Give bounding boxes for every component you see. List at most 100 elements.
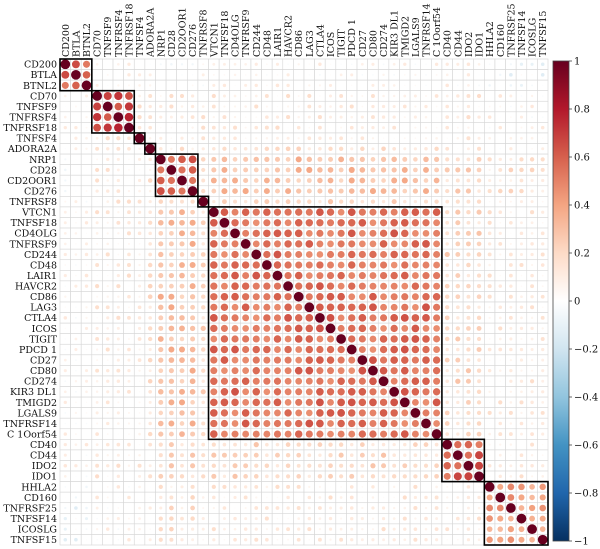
correlation-dot <box>403 62 407 66</box>
correlation-dot <box>541 116 544 118</box>
correlation-dot <box>531 74 533 76</box>
correlation-dot <box>158 420 164 427</box>
correlation-dot <box>284 377 292 385</box>
correlation-dot <box>155 154 166 165</box>
correlation-dot <box>488 136 491 140</box>
correlation-dot <box>477 189 481 193</box>
correlation-dot <box>319 95 321 97</box>
correlation-dot <box>63 274 67 278</box>
correlation-dot <box>116 168 120 172</box>
correlation-dot <box>148 252 153 257</box>
correlation-dot <box>106 263 109 267</box>
correlation-dot <box>465 378 471 384</box>
correlation-dot <box>381 527 386 532</box>
correlation-dot <box>242 388 250 396</box>
correlation-dot <box>499 359 502 361</box>
correlation-dot <box>252 335 260 343</box>
correlation-dot <box>434 167 440 173</box>
correlation-dot <box>360 474 365 479</box>
correlation-dot <box>254 527 258 531</box>
correlation-dot <box>337 367 345 375</box>
correlation-dot <box>390 303 398 311</box>
colorbar-tick-label: 1 <box>574 57 580 68</box>
correlation-dot <box>158 273 164 279</box>
correlation-dot <box>488 84 491 87</box>
correlation-dot <box>64 158 67 161</box>
correlation-dot <box>106 411 109 415</box>
correlation-dot <box>82 60 91 68</box>
correlation-dot <box>106 73 109 76</box>
correlation-dot <box>158 453 163 458</box>
correlation-dot <box>263 271 271 280</box>
correlation-dot <box>539 515 546 522</box>
correlation-dot <box>231 398 239 407</box>
correlation-dot <box>507 526 514 533</box>
column-label: TMIGD2 <box>400 16 411 57</box>
row-label: KIR3 DL1 <box>10 387 57 398</box>
correlation-dot <box>263 188 270 195</box>
correlation-dot <box>316 219 324 227</box>
correlation-dot <box>116 220 121 225</box>
correlation-dot <box>455 252 461 257</box>
correlation-dot <box>520 95 523 97</box>
correlation-dot <box>510 116 512 118</box>
correlation-dot <box>285 188 292 195</box>
correlation-dot <box>348 272 356 280</box>
correlation-dot <box>541 390 545 394</box>
row-label: LGALS9 <box>17 408 57 419</box>
correlation-dot <box>488 126 491 129</box>
correlation-dot <box>284 240 292 248</box>
correlation-dot <box>127 315 131 320</box>
cluster-box <box>91 89 136 134</box>
correlation-dot <box>265 474 269 479</box>
correlation-dot <box>307 527 312 532</box>
correlation-dot <box>134 133 145 144</box>
correlation-dot <box>242 219 250 227</box>
correlation-dot <box>241 419 250 428</box>
correlation-dot <box>424 506 428 510</box>
correlation-dot <box>316 240 324 248</box>
correlation-dot <box>466 178 471 183</box>
correlation-dot <box>180 506 184 510</box>
cluster-box <box>133 132 146 145</box>
correlation-dot <box>169 516 174 521</box>
correlation-dot <box>84 284 89 288</box>
correlation-dot <box>74 136 78 140</box>
colorbar-tick-label: −0.4 <box>574 393 598 404</box>
correlation-dot <box>369 250 377 259</box>
correlation-dot <box>379 398 388 407</box>
correlation-dot <box>244 126 247 129</box>
correlation-dot <box>328 146 333 151</box>
correlation-dot <box>433 261 441 269</box>
correlation-dot <box>497 515 504 522</box>
correlation-dot <box>305 293 313 301</box>
row-label: TNFSF15 <box>11 535 57 546</box>
correlation-dot <box>380 303 387 311</box>
correlation-dot <box>179 357 185 363</box>
correlation-dot <box>455 273 461 279</box>
correlation-dot <box>263 367 271 375</box>
correlation-dot <box>211 156 217 162</box>
correlation-dot <box>116 411 120 415</box>
correlation-dot <box>210 356 218 364</box>
correlation-dot <box>400 335 409 343</box>
correlation-dot <box>519 421 524 426</box>
correlation-dot <box>127 527 131 531</box>
correlation-dot <box>508 263 513 267</box>
correlation-dot <box>369 208 377 216</box>
correlation-dot <box>276 74 279 76</box>
correlation-dot <box>497 483 504 490</box>
correlation-dot <box>295 346 303 353</box>
correlation-dot <box>488 178 492 183</box>
correlation-dot <box>318 496 322 499</box>
row-label: CD2OOR1 <box>7 176 57 187</box>
correlation-dot <box>252 208 260 216</box>
correlation-dot <box>264 506 269 510</box>
correlation-dot <box>202 486 205 488</box>
correlation-dot <box>455 167 461 173</box>
correlation-dot <box>530 136 534 140</box>
correlation-dot <box>85 316 88 319</box>
correlation-dot <box>274 303 281 311</box>
correlation-dot <box>358 419 367 428</box>
correlation-dot <box>147 178 153 183</box>
